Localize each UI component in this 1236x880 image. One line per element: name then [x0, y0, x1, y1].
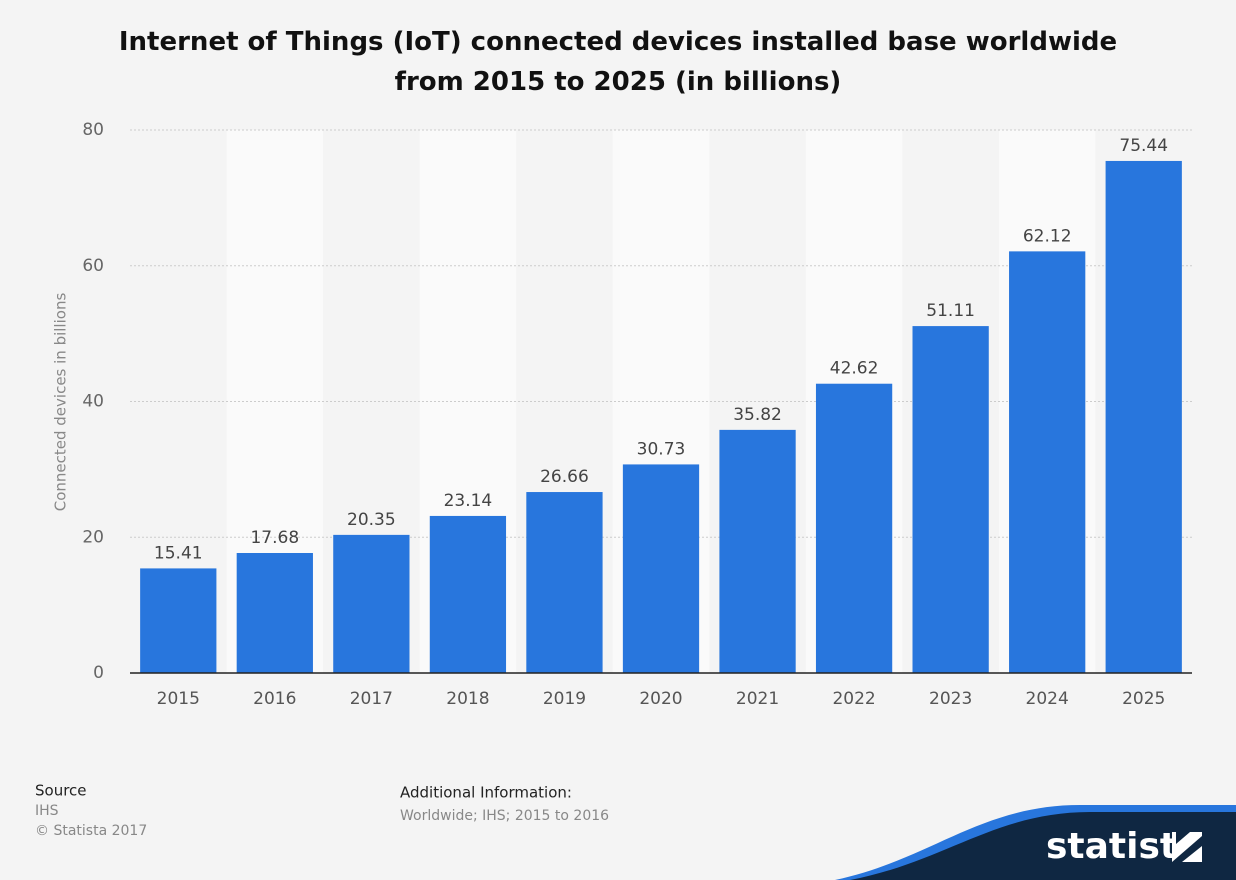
bar [1009, 251, 1086, 673]
bar [526, 492, 603, 673]
x-tick-label: 2021 [736, 689, 779, 709]
chart-title: Internet of Things (IoT) connected devic… [118, 27, 1118, 97]
x-tick-label: 2025 [1122, 689, 1165, 709]
logo-icon-cut [1172, 832, 1202, 862]
value-label: 17.68 [250, 528, 299, 548]
value-label: 62.12 [1023, 226, 1072, 246]
value-label: 51.11 [926, 301, 975, 321]
additional-info-label: Additional Information: [400, 784, 572, 802]
y-tick-label: 80 [82, 120, 104, 140]
x-tick-label: 2024 [1026, 689, 1069, 709]
x-tick-label: 2018 [446, 689, 489, 709]
bar [236, 552, 313, 673]
bar [140, 568, 217, 673]
bar [912, 326, 989, 673]
bar [719, 429, 796, 673]
x-tick-label: 2019 [543, 689, 586, 709]
copyright: © Statista 2017 [35, 823, 147, 839]
bar [622, 464, 700, 673]
y-axis-label: Connected devices in billions [52, 293, 70, 512]
bar [333, 534, 410, 673]
x-tick-label: 2022 [832, 689, 875, 709]
value-label: 42.62 [830, 359, 879, 379]
value-label: 30.73 [637, 439, 686, 459]
bar [429, 515, 507, 673]
value-label: 20.35 [347, 510, 396, 530]
value-label: 75.44 [1119, 136, 1168, 156]
value-label: 23.14 [444, 491, 493, 511]
y-tick-label: 0 [93, 663, 104, 683]
value-label: 35.82 [733, 405, 782, 425]
value-label: 15.41 [154, 543, 203, 563]
x-tick-label: 2017 [350, 689, 393, 709]
source-label: Source [35, 782, 87, 800]
bar [1105, 160, 1182, 674]
x-tick-label: 2016 [253, 689, 296, 709]
x-tick-label: 2023 [929, 689, 972, 709]
y-tick-label: 20 [82, 527, 104, 547]
logo-background [850, 812, 1236, 880]
bar [815, 383, 893, 673]
y-tick-label: 40 [82, 392, 104, 412]
x-tick-label: 2020 [639, 689, 682, 709]
value-label: 26.66 [540, 467, 589, 487]
logo-icon [1172, 832, 1202, 862]
x-tick-label: 2015 [157, 689, 200, 709]
y-tick-label: 60 [82, 256, 104, 276]
source: IHS [35, 803, 59, 819]
additional-info: Worldwide; IHS; 2015 to 2016 [400, 808, 609, 824]
